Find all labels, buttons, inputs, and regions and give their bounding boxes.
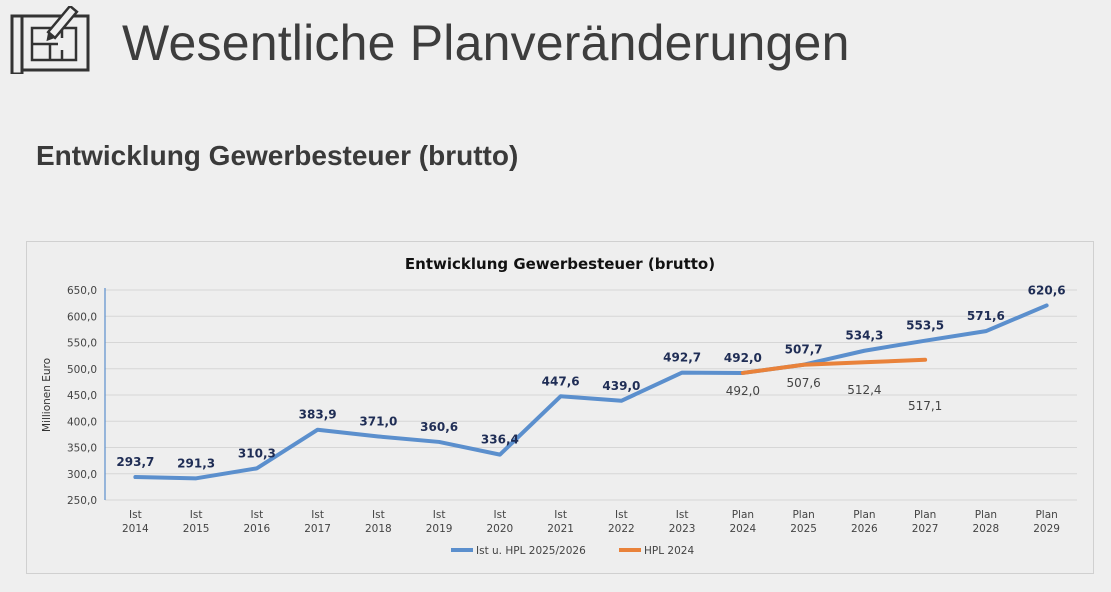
x-tick-label: 2028 (973, 523, 1000, 535)
x-tick-label: 2022 (608, 523, 635, 535)
data-label: 360,6 (420, 420, 458, 434)
x-tick-label: Ist (190, 509, 203, 521)
x-tick-label: Ist (129, 509, 142, 521)
data-label: 492,7 (663, 351, 701, 365)
x-tick-label: 2018 (365, 523, 392, 535)
data-label: 371,0 (359, 414, 397, 428)
x-tick-label: Ist (494, 509, 507, 521)
data-label: 512,4 (847, 383, 881, 397)
x-tick-label: 2027 (912, 523, 939, 535)
legend: Ist u. HPL 2025/2026 HPL 2024 (451, 545, 694, 557)
y-tick-label: 300,0 (67, 469, 97, 481)
line-chart: Entwicklung Gewerbesteuer (brutto) 250,0… (41, 255, 1077, 557)
data-label: 534,3 (845, 329, 883, 343)
data-label: 507,7 (785, 343, 823, 357)
data-label: 383,9 (299, 408, 337, 422)
x-tick-label: Plan (792, 509, 814, 521)
x-tick-label: Ist (615, 509, 628, 521)
legend-label: HPL 2024 (644, 545, 694, 557)
data-label: 507,6 (786, 376, 820, 390)
chart-panel: Entwicklung Gewerbesteuer (brutto) 250,0… (26, 241, 1094, 574)
data-label: 439,0 (602, 379, 640, 393)
x-tick-label: 2014 (122, 523, 149, 535)
y-tick-label: 500,0 (67, 364, 97, 376)
x-tick-label: Plan (975, 509, 997, 521)
x-tick-label: 2020 (487, 523, 514, 535)
data-label: 492,0 (724, 351, 762, 365)
page-title: Wesentliche Planveränderungen (122, 15, 850, 71)
x-tick-label: Plan (914, 509, 936, 521)
x-tick-label: Ist (311, 509, 324, 521)
data-label: 447,6 (542, 374, 580, 388)
x-tick-label: 2019 (426, 523, 453, 535)
x-tick-label: 2025 (790, 523, 817, 535)
data-label: 336,4 (481, 433, 519, 447)
series-line-ist-hpl-2025-2026 (133, 303, 1049, 481)
x-tick-label: 2016 (244, 523, 271, 535)
y-axis: 250,0 300,0 350,0 400,0 450,0 500,0 550,0 600,0… (41, 285, 106, 507)
y-tick-label: 400,0 (67, 416, 97, 428)
x-tick-label: Plan (1035, 509, 1057, 521)
x-tick-label: 2029 (1033, 523, 1060, 535)
data-label: 517,1 (908, 399, 942, 413)
data-label: 291,3 (177, 456, 215, 470)
x-tick-label: 2023 (669, 523, 696, 535)
y-tick-label: 350,0 (67, 443, 97, 455)
x-tick-label: Ist (372, 509, 385, 521)
x-axis: Ist 2014 Ist 2015 Ist 2016 Ist 2017 Ist 2018 Ist 20… (122, 509, 1060, 535)
page-subtitle: Entwicklung Gewerbesteuer (brutto) (36, 140, 519, 171)
x-tick-label: Ist (433, 509, 446, 521)
chart-title: Entwicklung Gewerbesteuer (brutto) (405, 255, 715, 273)
x-tick-label: Plan (853, 509, 875, 521)
data-label: 620,6 (1028, 283, 1066, 297)
blueprint-pencil-icon (10, 6, 90, 74)
y-tick-label: 550,0 (67, 338, 97, 350)
x-tick-label: Ist (251, 509, 264, 521)
y-tick-label: 450,0 (67, 390, 97, 402)
data-label: 310,3 (238, 446, 276, 460)
x-tick-label: 2024 (730, 523, 757, 535)
x-tick-label: 2021 (547, 523, 574, 535)
y-tick-label: 600,0 (67, 311, 97, 323)
gridlines (105, 289, 1077, 501)
x-tick-label: Ist (676, 509, 689, 521)
data-labels: 293,7 291,3 310,3 383,9 371,0 360,6 336,4 447,6… (116, 283, 1065, 470)
x-tick-label: 2017 (304, 523, 331, 535)
y-tick-label: 250,0 (67, 495, 97, 507)
series-line-hpl-2024 (740, 357, 928, 375)
y-tick-label: 650,0 (67, 285, 97, 297)
x-tick-label: Plan (732, 509, 754, 521)
x-tick-label: 2015 (183, 523, 210, 535)
data-label: 571,6 (967, 309, 1005, 323)
x-tick-label: Ist (554, 509, 567, 521)
series-lines (133, 303, 1049, 481)
y-axis-label: Millionen Euro (41, 358, 53, 432)
legend-label: Ist u. HPL 2025/2026 (476, 545, 586, 557)
data-label: 553,5 (906, 319, 944, 333)
data-label: 492,0 (726, 384, 760, 398)
x-tick-label: 2026 (851, 523, 878, 535)
data-label: 293,7 (116, 455, 154, 469)
